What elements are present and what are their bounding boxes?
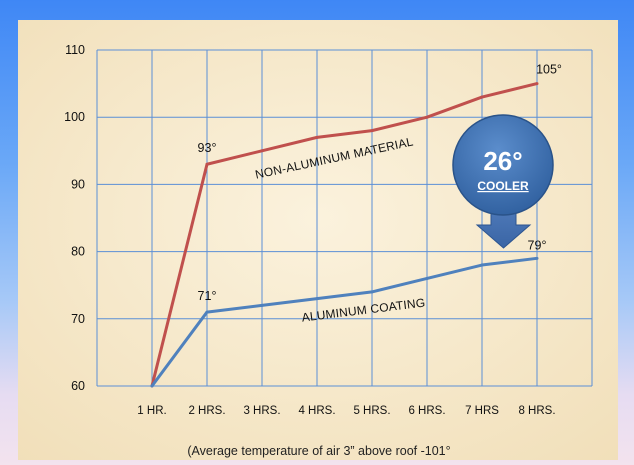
- x-tick-label-6: 7 HRS: [465, 405, 499, 417]
- data-label-aluminum-start: 71°: [198, 289, 217, 303]
- x-tick-label-5: 6 HRS.: [408, 405, 445, 417]
- series-0-point-4: [370, 129, 374, 133]
- badge-label: COOLER: [477, 179, 529, 193]
- cooler-badge: 26° COOLER: [452, 114, 554, 249]
- series-0-point-3: [315, 135, 319, 139]
- x-tick-label-1: 2 HRS.: [188, 405, 225, 417]
- axes: 60 70 80 90 100 110 1 HR. 2 HRS. 3 HRS. 4 HRS. 5 H…: [64, 43, 555, 417]
- series-1-point-1: [205, 310, 209, 314]
- series-0-point-2: [260, 149, 264, 153]
- series-1-point-5: [425, 276, 429, 280]
- series-1-point-6: [480, 263, 484, 267]
- x-tick-label-3: 4 HRS.: [298, 405, 335, 417]
- series-line-1: [150, 256, 538, 387]
- series-0-point-1: [205, 162, 209, 166]
- badge-value: 26°: [483, 146, 522, 176]
- chart-panel: [18, 20, 618, 460]
- series-1-point-2: [260, 303, 264, 307]
- series-0-point-5: [425, 115, 429, 119]
- badge-circle: [452, 114, 554, 216]
- data-label-non-aluminum-end: 105°: [536, 63, 562, 77]
- data-labels: 93° 105° 71° 79°: [198, 63, 562, 303]
- data-label-non-aluminum-start: 93°: [198, 141, 217, 155]
- series-1-point-7: [535, 256, 539, 260]
- y-tick-label-1: 70: [71, 312, 85, 326]
- y-tick-label-3: 90: [71, 177, 85, 191]
- series-0-point-7: [535, 82, 539, 86]
- series-1-point-3: [315, 297, 319, 301]
- y-tick-label-0: 60: [71, 379, 85, 393]
- y-tick-label-5: 110: [65, 43, 85, 57]
- x-tick-label-7: 8 HRS.: [518, 405, 555, 417]
- footnote: (Average temperature of air 3” above roo…: [187, 444, 450, 458]
- grid: [96, 49, 593, 387]
- series-line-0: [150, 82, 538, 387]
- data-label-aluminum-end: 79°: [528, 238, 547, 252]
- series-0-point-6: [480, 95, 484, 99]
- x-tick-label-0: 1 HR.: [137, 405, 166, 417]
- series-1-point-4: [370, 290, 374, 294]
- y-tick-label-2: 80: [71, 245, 85, 259]
- x-tick-label-4: 5 HRS.: [353, 405, 390, 417]
- x-tick-label-2: 3 HRS.: [243, 405, 280, 417]
- y-tick-label-4: 100: [64, 110, 85, 124]
- series-1-point-0: [150, 384, 154, 388]
- series: [150, 82, 539, 388]
